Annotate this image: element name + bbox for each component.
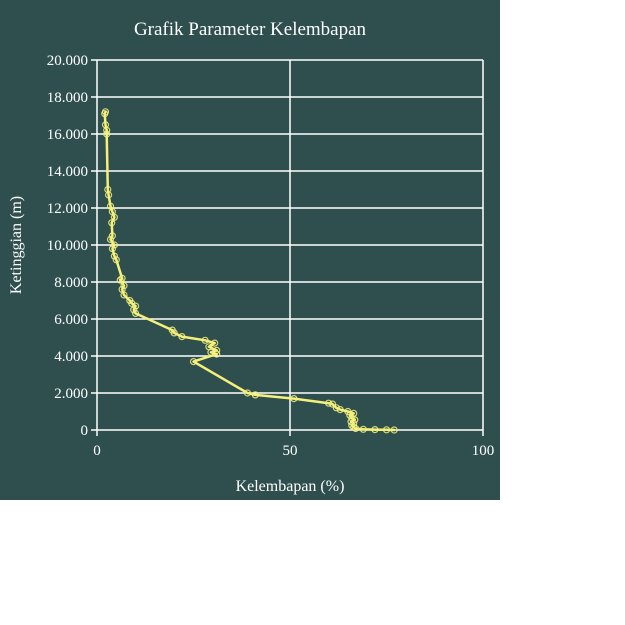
y-axis-label: Ketinggian (m)	[8, 196, 25, 294]
y-tick-label: 10.000	[47, 238, 88, 254]
data-point	[328, 400, 337, 408]
data-point	[371, 426, 379, 434]
data-point	[108, 219, 116, 227]
data-point	[390, 426, 398, 434]
y-tick-label: 18.000	[47, 90, 88, 106]
data-point	[325, 399, 333, 407]
data-point	[106, 235, 115, 243]
y-tick-label: 16.000	[47, 127, 88, 143]
data-point	[201, 336, 209, 344]
data-point	[116, 276, 124, 284]
data-point	[108, 245, 117, 253]
x-tick-label: 0	[93, 443, 101, 459]
data-point	[213, 346, 221, 354]
data-point	[346, 411, 354, 419]
data-point	[332, 404, 340, 412]
y-tick-label: 12.000	[47, 201, 88, 217]
series-layer	[101, 108, 398, 434]
data-point	[103, 130, 111, 138]
data-point	[106, 202, 115, 210]
chart-panel: Grafik Parameter Kelembapan 0 2.000 4.000 6…	[0, 0, 500, 500]
data-point	[348, 421, 356, 429]
x-tick-label: 50	[283, 443, 298, 459]
y-tick-label: 2.000	[54, 386, 88, 402]
data-point	[101, 121, 110, 129]
y-tick-label: 8.000	[54, 275, 88, 291]
data-point	[101, 108, 110, 116]
data-point	[347, 418, 355, 426]
data-point	[118, 274, 126, 282]
data-point	[243, 389, 252, 397]
y-tick-label: 20.000	[47, 53, 88, 69]
data-point	[382, 426, 391, 434]
data-point	[132, 309, 140, 317]
data-point	[336, 406, 344, 414]
data-point	[110, 252, 119, 260]
data-point	[344, 407, 352, 416]
humidity-series-line	[103, 110, 396, 432]
grid-layer	[96, 59, 484, 431]
data-point	[251, 391, 259, 399]
data-point	[189, 358, 198, 366]
axis-layer	[91, 59, 484, 436]
data-point	[112, 256, 120, 264]
data-point	[130, 306, 138, 314]
data-point	[120, 282, 128, 290]
data-point	[168, 326, 176, 334]
data-point	[110, 241, 119, 249]
data-point	[205, 343, 213, 351]
y-tick-label: 0	[81, 423, 89, 439]
x-axis-label: Kelembapan (%)	[236, 478, 345, 495]
data-point	[178, 333, 186, 341]
data-point	[126, 296, 134, 305]
tick-label-layer: 0 2.000 4.000 6.000 8.000 10.000 12.000 14.000 1…	[47, 53, 495, 459]
data-point	[118, 285, 126, 293]
chart-title: Grafik Parameter Kelembapan	[134, 19, 367, 40]
humidity-chart: Grafik Parameter Kelembapan 0 2.000 4.000 6…	[8, 19, 495, 495]
data-point	[350, 423, 358, 431]
y-tick-label: 6.000	[54, 312, 88, 328]
data-point	[211, 339, 219, 347]
x-tick-label: 100	[472, 443, 495, 459]
y-tick-label: 4.000	[54, 349, 88, 365]
data-point	[104, 185, 112, 194]
y-tick-label: 14.000	[47, 164, 88, 180]
data-point	[108, 232, 117, 240]
data-point	[290, 395, 298, 403]
data-point	[359, 425, 367, 433]
